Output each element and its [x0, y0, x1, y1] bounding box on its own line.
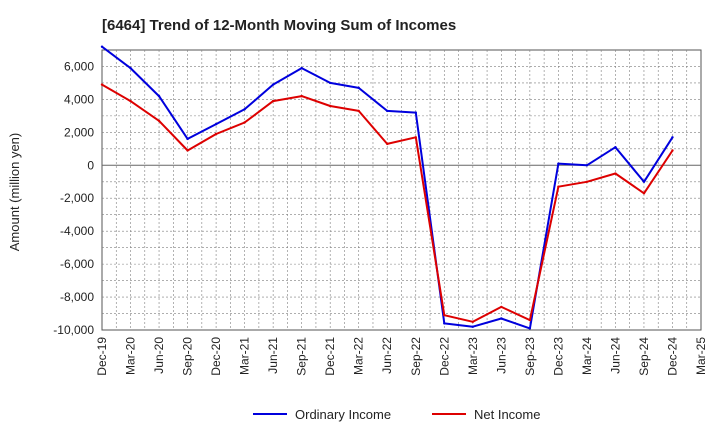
- net-income-point: [528, 318, 532, 322]
- x-tick-label: Dec-22: [437, 337, 451, 376]
- ordinary-income-point: [271, 83, 275, 86]
- ordinary-income-point: [243, 108, 246, 111]
- ordinary-income-point: [300, 66, 303, 70]
- x-tick-label: Dec-23: [551, 337, 565, 376]
- ordinary-income-point: [585, 164, 589, 167]
- ordinary-income-point: [214, 122, 218, 126]
- ordinary-income-point: [414, 111, 417, 114]
- ordinary-income-point: [129, 66, 132, 70]
- net-income-point: [100, 83, 104, 86]
- y-tick-label: 6,000: [64, 59, 94, 73]
- x-tick-label: Jun-23: [494, 337, 508, 374]
- x-tick-label: Dec-21: [323, 337, 337, 376]
- net-income-point: [357, 109, 360, 113]
- x-tick-label: Mar-22: [352, 337, 366, 375]
- x-tick-label: Dec-24: [665, 337, 679, 376]
- ordinary-income-point: [100, 45, 104, 48]
- net-income-point: [585, 180, 589, 183]
- net-income-point: [642, 192, 646, 195]
- net-income-point: [243, 121, 246, 124]
- net-income-point: [414, 136, 417, 139]
- net-income-point: [471, 320, 475, 323]
- ordinary-income-point: [614, 145, 617, 149]
- net-income-point: [186, 149, 189, 152]
- ordinary-income-point: [443, 322, 446, 325]
- net-income-point: [671, 149, 674, 152]
- net-income-point: [614, 172, 617, 175]
- ordinary-income-point: [357, 86, 360, 90]
- ordinary-income-point: [671, 136, 674, 139]
- net-income-point: [386, 142, 389, 146]
- ordinary-income-point: [186, 137, 189, 141]
- legend: Ordinary Income Net Income: [253, 407, 540, 422]
- chart-title: [6464] Trend of 12-Month Moving Sum of I…: [102, 17, 456, 34]
- ordinary-income-point: [328, 81, 332, 85]
- x-tick-label: Jun-22: [380, 337, 394, 374]
- y-tick-label: -10,000: [53, 323, 94, 337]
- x-tick-label: Sep-24: [637, 337, 651, 376]
- x-axis-ticks: Dec-19 Mar-20 Jun-20 Sep-20 Dec-20 Mar-21 Jun-…: [95, 337, 708, 376]
- net-income-point: [157, 119, 161, 123]
- net-income-point: [214, 132, 218, 136]
- net-income-point: [300, 94, 303, 98]
- x-tick-label: Sep-23: [523, 337, 537, 376]
- legend-label-net-income: Net Income: [474, 407, 540, 422]
- x-tick-label: Sep-20: [181, 337, 195, 376]
- x-tick-label: Jun-24: [608, 337, 622, 374]
- net-income-point: [557, 185, 560, 188]
- net-income-point: [443, 313, 446, 317]
- legend-label-ordinary-income: Ordinary Income: [295, 407, 391, 422]
- ordinary-income-point: [528, 327, 532, 330]
- y-tick-label: -4,000: [60, 224, 94, 238]
- x-tick-label: Sep-21: [295, 337, 309, 376]
- y-axis-ticks: 6,000 4,000 2,000 0 -2,000 -4,000 -6,000 -8,000…: [53, 59, 94, 337]
- y-tick-label: -6,000: [60, 257, 94, 271]
- x-tick-label: Mar-24: [580, 337, 594, 375]
- ordinary-income-point: [386, 109, 389, 113]
- ordinary-income-point: [157, 94, 161, 98]
- net-income-point: [500, 305, 503, 309]
- y-tick-label: 4,000: [64, 92, 94, 106]
- x-tick-label: Jun-20: [152, 337, 166, 374]
- ordinary-income-point: [557, 162, 560, 165]
- ordinary-income-point: [471, 325, 475, 328]
- net-income-point: [271, 99, 275, 103]
- grid-lines: [102, 50, 701, 330]
- ordinary-income-point: [642, 180, 646, 183]
- x-tick-label: Mar-25: [694, 337, 708, 375]
- x-tick-label: Dec-19: [95, 337, 109, 376]
- x-tick-label: Dec-20: [209, 337, 223, 376]
- x-tick-label: Mar-21: [238, 337, 252, 375]
- x-tick-label: Jun-21: [266, 337, 280, 374]
- x-tick-label: Sep-22: [409, 337, 423, 376]
- y-tick-label: -2,000: [60, 191, 94, 205]
- x-tick-label: Mar-23: [466, 337, 480, 375]
- net-income-point: [328, 104, 332, 108]
- y-axis-label: Amount (million yen): [7, 133, 22, 252]
- ordinary-income-point: [500, 317, 503, 320]
- x-tick-label: Mar-20: [124, 337, 138, 375]
- net-income-point: [129, 99, 132, 103]
- series-lines: [100, 45, 674, 330]
- y-tick-label: 0: [87, 158, 94, 172]
- y-tick-label: -8,000: [60, 290, 94, 304]
- y-tick-label: 2,000: [64, 125, 94, 139]
